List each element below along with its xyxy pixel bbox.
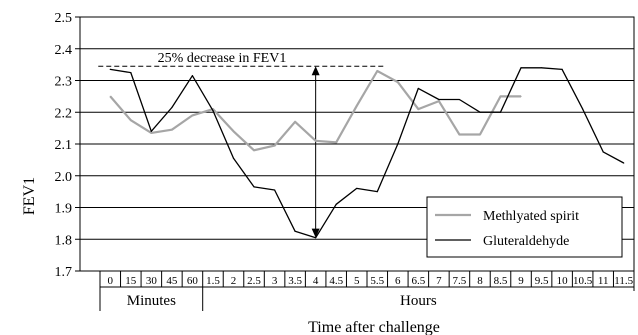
data-point	[479, 133, 481, 136]
data-point	[356, 105, 358, 107]
data-point	[273, 189, 276, 191]
x-tick-label: 3	[272, 275, 278, 287]
data-point	[376, 70, 378, 72]
x-tick-label: 5.5	[370, 275, 384, 287]
legend-label: Gluteraldehyde	[483, 234, 569, 249]
data-point	[397, 81, 399, 83]
data-point	[109, 68, 111, 70]
data-point	[602, 151, 604, 153]
data-point	[376, 191, 378, 193]
legend-box	[426, 196, 623, 258]
data-point	[232, 130, 235, 132]
group-label: Minutes	[127, 293, 176, 309]
x-tick-label: 11	[598, 275, 609, 287]
legend-label: Methlyated spirit	[483, 209, 579, 224]
data-point	[397, 143, 399, 145]
data-point	[520, 67, 522, 69]
y-tick-label: 2.2	[55, 106, 73, 121]
data-point	[294, 230, 296, 232]
x-tick-label: 10.5	[573, 275, 593, 287]
x-tick-label: 1.5	[206, 275, 220, 287]
data-point	[130, 71, 132, 74]
data-point	[458, 133, 461, 136]
data-point	[499, 95, 502, 97]
data-point	[417, 87, 419, 90]
x-tick-label: 10	[557, 275, 569, 287]
data-point	[191, 75, 194, 77]
x-tick-label: 15	[125, 275, 137, 287]
legend: Methlyated spirit Gluteraldehyde	[426, 196, 623, 258]
data-point	[520, 95, 522, 97]
data-point	[438, 100, 440, 102]
data-point	[458, 98, 461, 101]
x-tick-label: 3.5	[288, 275, 302, 287]
y-axis-title: FEV1	[21, 177, 38, 215]
data-point	[171, 129, 173, 131]
x-tick-label: 8	[477, 275, 483, 287]
data-point	[582, 108, 584, 110]
x-tick-label: 4.5	[329, 275, 343, 287]
x-tick-label: 8.5	[494, 275, 508, 287]
data-point	[335, 203, 337, 205]
data-point	[479, 111, 481, 113]
data-point	[232, 157, 235, 159]
x-tick-label: 2.5	[247, 275, 261, 287]
x-tick-label: 7	[436, 275, 442, 287]
x-tick-label: 45	[166, 275, 178, 287]
x-tick-label: 9	[518, 275, 524, 287]
data-point	[315, 140, 317, 142]
decrease-annotation: 25% decrease in FEV1	[98, 51, 384, 238]
y-tick-label: 1.7	[55, 265, 73, 280]
y-tick-label: 1.9	[55, 202, 73, 217]
data-point	[417, 108, 419, 110]
x-tick-label: 30	[146, 275, 158, 287]
data-point	[438, 98, 440, 101]
x-tick-label: 60	[187, 275, 199, 287]
y-tick-label: 1.8	[55, 233, 73, 248]
x-tick-label: 9.5	[535, 275, 549, 287]
data-point	[171, 106, 173, 109]
x-tick-label: 4	[313, 275, 319, 287]
data-point	[109, 95, 111, 97]
data-point	[191, 114, 194, 117]
data-point	[335, 141, 337, 144]
arrow-head-top	[311, 66, 320, 76]
data-point	[356, 187, 358, 190]
data-series	[109, 67, 625, 239]
y-tick-label: 2.0	[55, 170, 73, 185]
data-point	[623, 162, 625, 164]
y-tick-label: 2.3	[55, 75, 73, 90]
data-point	[294, 121, 296, 123]
plot-area-frame	[79, 16, 635, 272]
x-axis-title: Time after challenge	[308, 319, 440, 335]
data-point	[253, 149, 255, 151]
data-point	[130, 119, 132, 121]
x-tick-label: 0	[108, 275, 114, 287]
x-tick-label: 2	[231, 275, 237, 287]
x-tick-label: 7.5	[453, 275, 467, 287]
x-tick-label: 6	[395, 275, 401, 287]
data-point	[150, 132, 152, 134]
data-point	[253, 186, 255, 188]
group-label: Hours	[400, 293, 437, 309]
y-tick-label: 2.1	[55, 138, 73, 153]
data-point	[273, 144, 276, 147]
y-tick-label: 2.5	[55, 11, 73, 26]
data-point	[150, 130, 152, 132]
series-line	[110, 67, 625, 239]
arrow-head-bottom	[311, 228, 320, 238]
data-point	[499, 111, 502, 113]
data-point	[540, 67, 543, 69]
x-tick-label: 11.5	[614, 275, 633, 287]
data-point	[212, 110, 214, 112]
x-axis-labels: 0 15 30 45 60 1.5 2 2.5 3 3.5 4 4.5 5 5.5 6 6.5 7 7.5 8 8.5…	[99, 271, 635, 311]
x-tick-label: 6.5	[411, 275, 425, 287]
x-tick-label: 5	[354, 275, 360, 287]
data-point	[561, 68, 563, 70]
y-tick-label: 2.4	[55, 43, 73, 58]
annotation-text: 25% decrease in FEV1	[158, 51, 287, 66]
y-tick-labels: 1.7 1.8 1.9 2.0 2.1 2.2 2.3 2.4 2.5	[55, 11, 73, 280]
data-point	[315, 237, 317, 239]
